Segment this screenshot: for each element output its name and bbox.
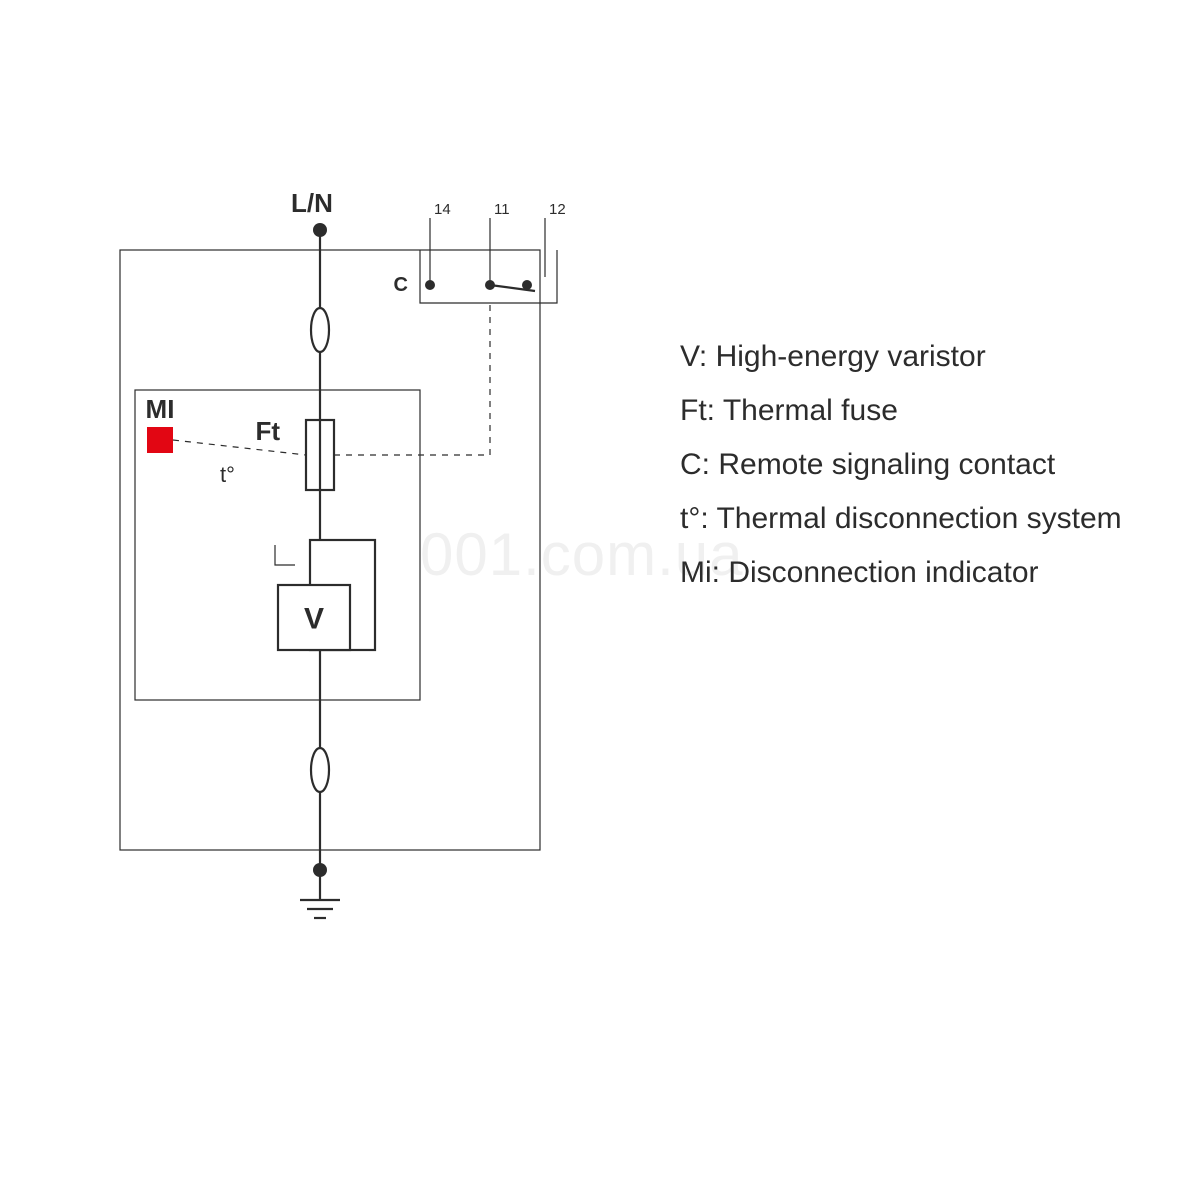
legend-row: Mi: Disconnection indicator xyxy=(680,546,1122,600)
svg-text:14: 14 xyxy=(434,201,451,218)
svg-text:V: V xyxy=(304,603,324,636)
svg-text:t°: t° xyxy=(220,462,235,487)
diagram-canvas: 001.com.ua L/NFtVMIt°141112C V: High-ene… xyxy=(0,0,1200,1200)
svg-text:11: 11 xyxy=(494,201,510,218)
legend-row: V: High-energy varistor xyxy=(680,330,1122,384)
svg-text:C: C xyxy=(394,274,408,296)
svg-text:L/N: L/N xyxy=(291,188,333,218)
svg-text:12: 12 xyxy=(549,201,566,218)
legend: V: High-energy varistor Ft: Thermal fuse… xyxy=(680,330,1122,600)
legend-row: Ft: Thermal fuse xyxy=(680,384,1122,438)
svg-text:MI: MI xyxy=(146,394,175,424)
svg-text:Ft: Ft xyxy=(255,416,280,446)
schematic-svg: L/N Ft V MI t° 14 11 12 C xyxy=(0,0,1200,1200)
legend-row: C: Remote signaling contact xyxy=(680,438,1122,492)
legend-row: t°: Thermal disconnection system xyxy=(680,492,1122,546)
